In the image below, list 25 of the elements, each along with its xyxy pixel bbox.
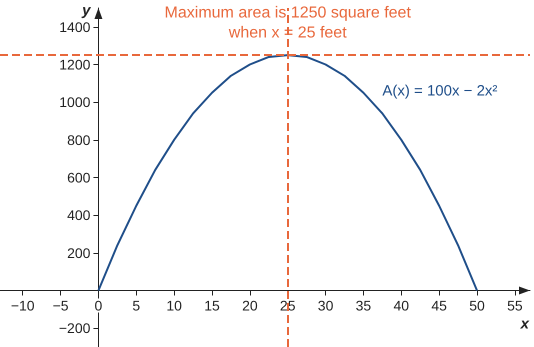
x-tick-label: 45: [431, 298, 448, 314]
y-tick-label: 1400: [59, 18, 91, 35]
x-tick-label: 50: [469, 298, 485, 314]
x-tick-label: 15: [204, 298, 220, 314]
y-axis-title: y: [81, 2, 92, 19]
y-tick-label: 200: [67, 244, 91, 261]
x-tick-label: 55: [507, 298, 523, 314]
x-tick-label: 40: [393, 298, 410, 314]
x-tick-label: 30: [318, 298, 334, 314]
y-tick-label: 1000: [59, 94, 91, 110]
y-tick-label: 800: [67, 132, 91, 148]
x-axis-title: x: [520, 316, 530, 332]
x-tick-label: 5: [132, 298, 140, 314]
y-tick-label: −200: [58, 320, 91, 336]
x-tick-label: 35: [356, 298, 372, 314]
x-tick-label: −10: [10, 298, 35, 314]
line-series: [97, 54, 478, 292]
x-tick-label: −5: [52, 298, 69, 314]
y-tick-label: 400: [67, 207, 91, 224]
x-tick-label: 0: [94, 298, 103, 314]
x-tick-label: 10: [166, 298, 182, 314]
x-tick-label: 20: [242, 298, 258, 314]
y-tick-label: 1200: [59, 56, 91, 72]
series-label: A(x) = 100x − 2x²: [382, 82, 498, 100]
y-tick-label: 600: [67, 170, 91, 186]
